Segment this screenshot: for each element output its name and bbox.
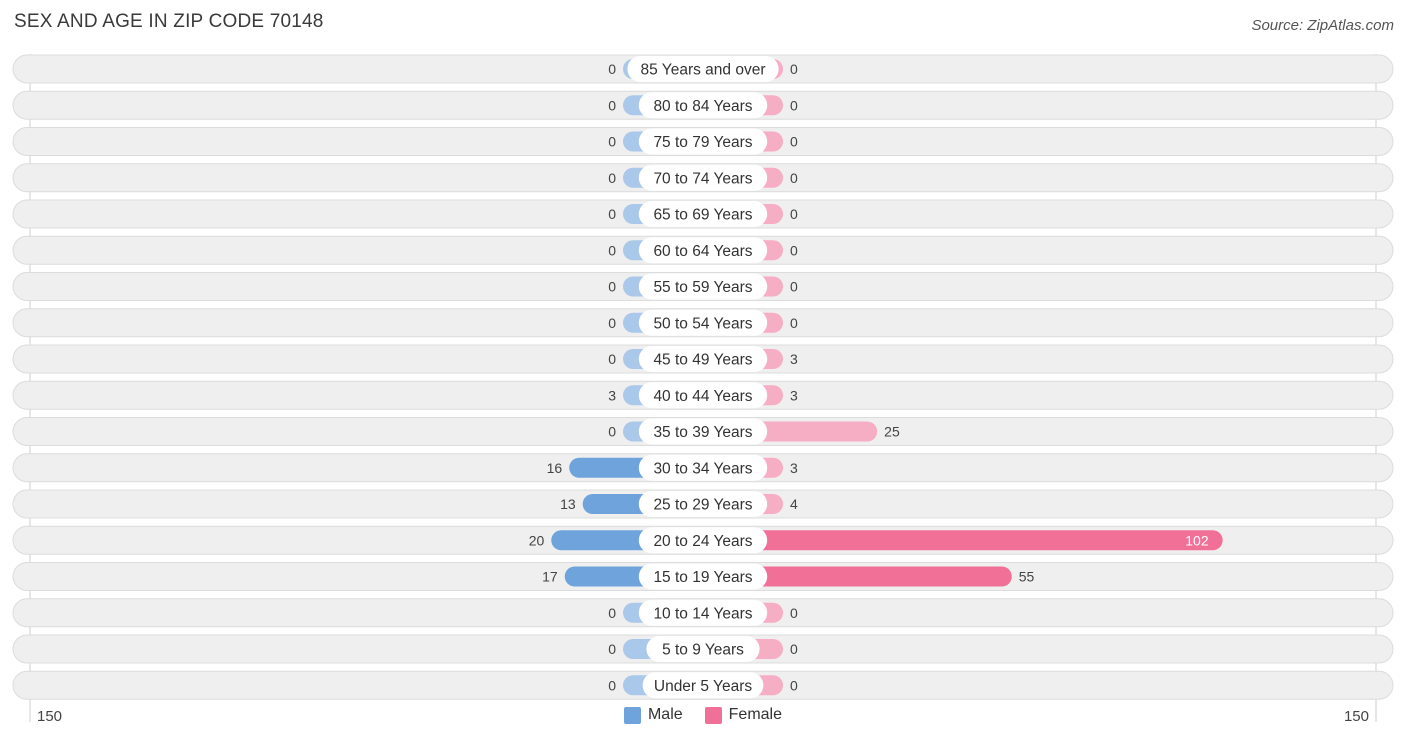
male-value-label: 0 bbox=[608, 279, 616, 295]
female-bar bbox=[703, 530, 1223, 551]
male-value-label: 0 bbox=[608, 134, 616, 150]
male-value-label: 0 bbox=[608, 605, 616, 621]
category-label-bg bbox=[638, 346, 768, 372]
male-value-label: 0 bbox=[608, 206, 616, 222]
category-label: 75 to 79 Years bbox=[653, 134, 752, 151]
female-value-label: 3 bbox=[790, 460, 798, 476]
category-label-bg bbox=[638, 491, 768, 517]
male-value-label: 0 bbox=[608, 242, 616, 258]
category-label: 5 to 9 Years bbox=[662, 642, 744, 659]
category-label-bg bbox=[646, 636, 760, 662]
category-label: 45 to 49 Years bbox=[653, 352, 752, 369]
male-value-label: 13 bbox=[560, 496, 576, 512]
category-label-bg bbox=[638, 201, 768, 227]
category-label: 20 to 24 Years bbox=[653, 533, 752, 550]
legend-label-female: Female bbox=[728, 706, 783, 723]
category-label-bg bbox=[638, 527, 768, 554]
category-label-bg bbox=[638, 382, 768, 409]
category-label: 85 Years and over bbox=[641, 62, 766, 79]
legend-swatch-male bbox=[623, 706, 641, 724]
category-label-bg bbox=[638, 599, 768, 626]
category-label-bg bbox=[638, 309, 768, 336]
female-value-label: 0 bbox=[790, 134, 798, 150]
source-note: Source: ZipAtlas.com bbox=[1251, 17, 1394, 34]
category-label-bg bbox=[638, 92, 768, 119]
category-label: 60 to 64 Years bbox=[653, 243, 752, 260]
category-label: 10 to 14 Years bbox=[653, 605, 752, 622]
male-value-label: 20 bbox=[529, 532, 545, 548]
category-label-bg bbox=[638, 273, 768, 300]
category-label-bg bbox=[627, 56, 779, 82]
female-value-label: 0 bbox=[790, 677, 798, 693]
male-value-label: 0 bbox=[608, 170, 616, 186]
category-label-bg bbox=[638, 164, 768, 191]
female-value-label: 0 bbox=[790, 605, 798, 621]
legend-swatch-female bbox=[704, 706, 722, 724]
legend-item-male: Male bbox=[623, 706, 683, 724]
female-value-label: 3 bbox=[790, 387, 798, 403]
female-value-label: 0 bbox=[790, 315, 798, 331]
male-value-label: 16 bbox=[547, 460, 563, 476]
category-label-bg bbox=[638, 454, 768, 481]
category-label: 30 to 34 Years bbox=[653, 460, 752, 477]
male-value-label: 3 bbox=[608, 387, 616, 403]
chart-title: SEX AND AGE IN ZIP CODE 70148 bbox=[14, 11, 324, 32]
legend-item-female: Female bbox=[704, 706, 783, 724]
female-value-label: 25 bbox=[884, 424, 900, 440]
category-label: 65 to 69 Years bbox=[653, 207, 752, 224]
female-value-label: 4 bbox=[790, 496, 798, 512]
legend-label-male: Male bbox=[647, 706, 683, 723]
male-value-label: 0 bbox=[608, 677, 616, 693]
category-label-bg bbox=[642, 672, 764, 699]
category-label-bg bbox=[638, 237, 768, 264]
category-label: 25 to 29 Years bbox=[653, 497, 752, 514]
category-label: 40 to 44 Years bbox=[653, 388, 752, 405]
female-value-label: 0 bbox=[790, 641, 798, 657]
male-value-label: 0 bbox=[608, 351, 616, 367]
male-value-label: 0 bbox=[608, 97, 616, 113]
female-value-label: 0 bbox=[790, 242, 798, 258]
female-value-label: 55 bbox=[1019, 569, 1035, 585]
legend: Male Female bbox=[0, 706, 1406, 724]
category-label-bg bbox=[638, 563, 768, 590]
category-label: 35 to 39 Years bbox=[653, 424, 752, 441]
female-value-label: 0 bbox=[790, 279, 798, 295]
category-label: 70 to 74 Years bbox=[653, 170, 752, 187]
female-value-label: 3 bbox=[790, 351, 798, 367]
male-value-label: 0 bbox=[608, 641, 616, 657]
category-label-bg bbox=[638, 418, 768, 445]
category-label: Under 5 Years bbox=[654, 678, 752, 695]
male-value-label: 0 bbox=[608, 424, 616, 440]
female-value-label: 0 bbox=[790, 170, 798, 186]
category-label: 55 to 59 Years bbox=[653, 279, 752, 296]
male-value-label: 0 bbox=[608, 315, 616, 331]
female-bar bbox=[703, 566, 1012, 587]
female-value-label: 0 bbox=[790, 206, 798, 222]
category-label-bg bbox=[638, 128, 768, 155]
female-value-label: 0 bbox=[790, 61, 798, 77]
axis-left-label: 150 bbox=[37, 708, 63, 725]
female-value-label: 0 bbox=[790, 97, 798, 113]
male-value-label: 17 bbox=[542, 569, 558, 585]
axis-right-label: 150 bbox=[1343, 708, 1369, 725]
female-value-label: 102 bbox=[1185, 532, 1209, 548]
category-label: 50 to 54 Years bbox=[653, 315, 752, 332]
category-label: 80 to 84 Years bbox=[653, 98, 752, 115]
male-value-label: 0 bbox=[608, 61, 616, 77]
category-label: 15 to 19 Years bbox=[653, 569, 752, 586]
